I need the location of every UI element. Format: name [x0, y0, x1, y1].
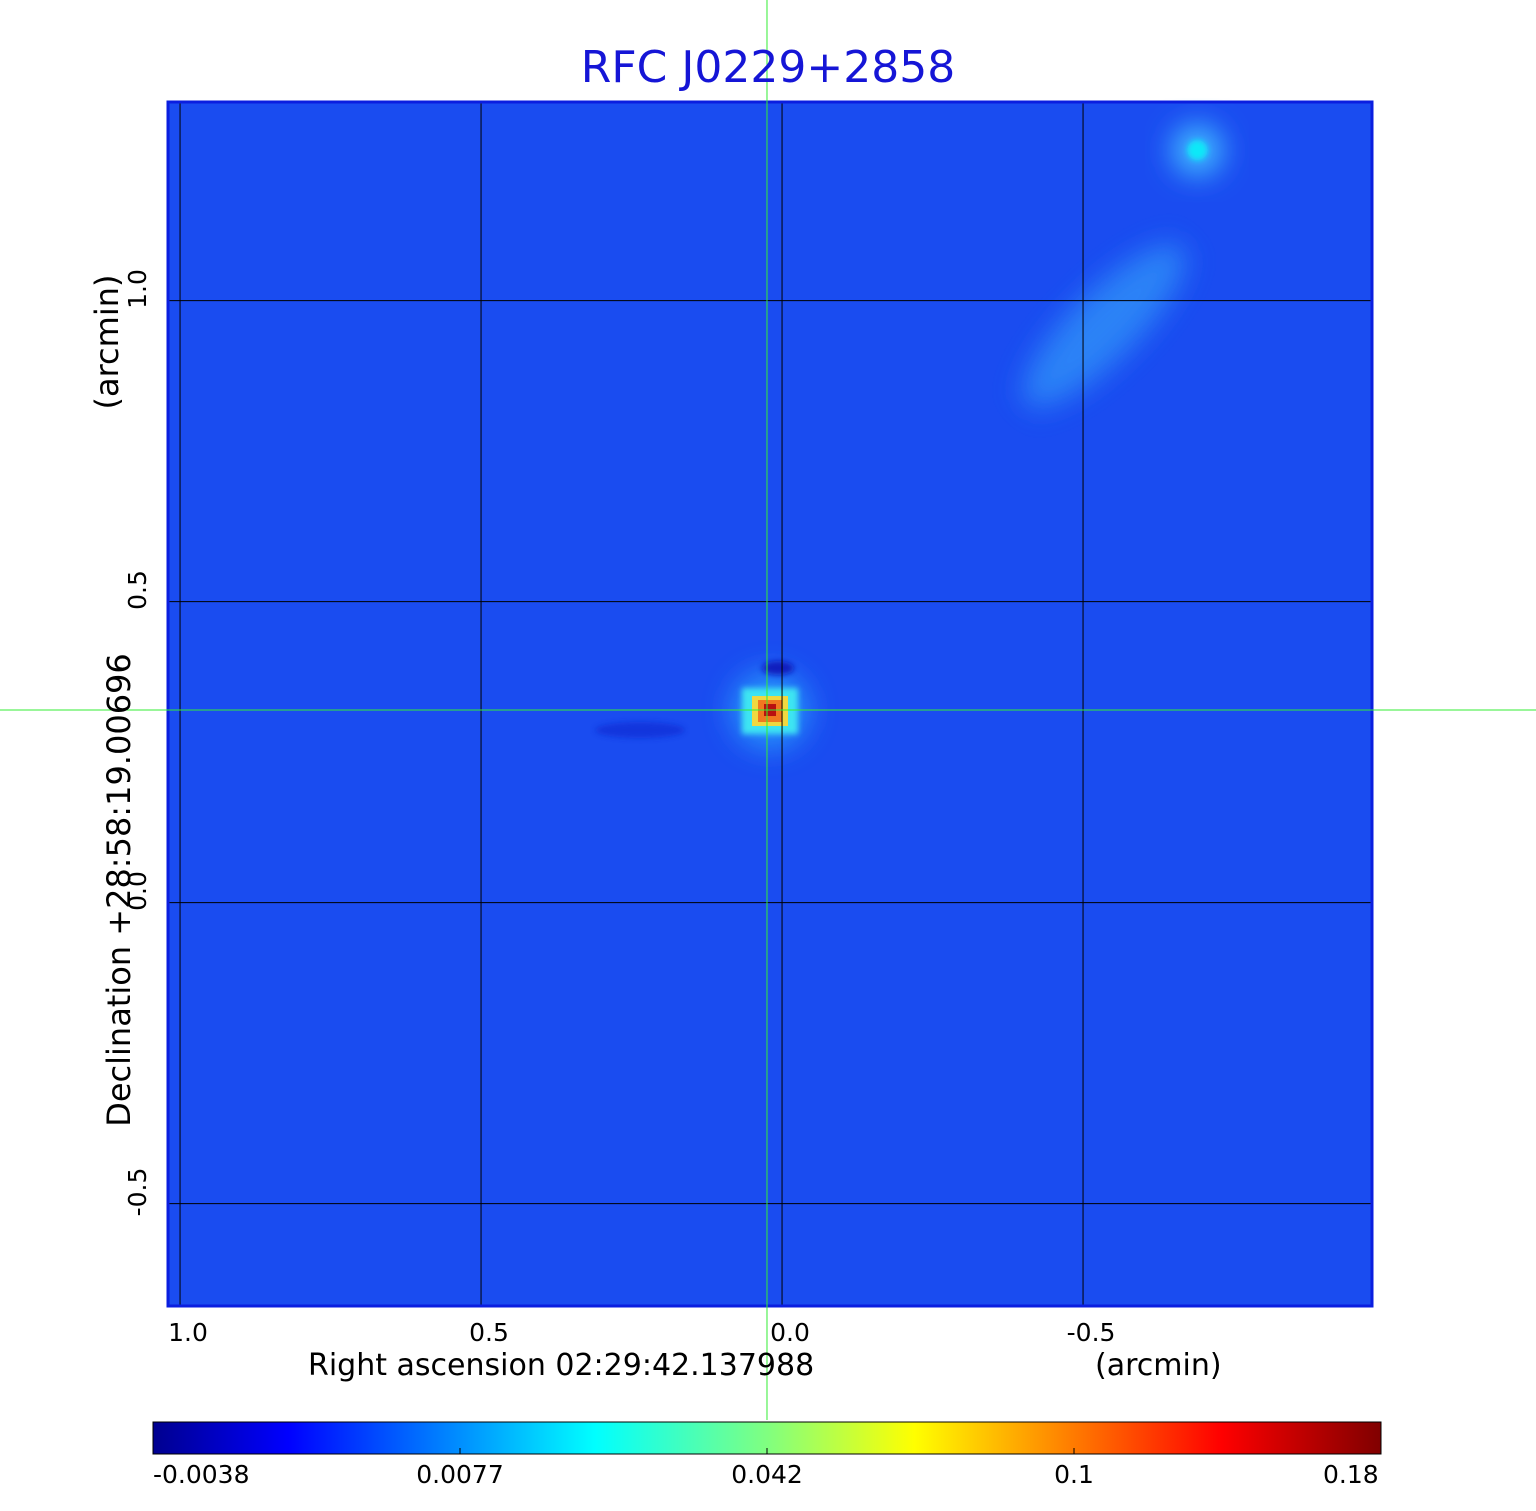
hotspot-peak: [1187, 140, 1208, 161]
colorbar-tick-label: 0.18: [1323, 1460, 1379, 1489]
y-axis-label: Declination +28:58:19.00696: [100, 653, 138, 1127]
negative-sidelobe: [762, 661, 794, 676]
sidelobe-streak: [595, 722, 685, 739]
x-tick-label: 0.0: [770, 1318, 810, 1347]
x-axis-label: Right ascension 02:29:42.137988: [308, 1348, 815, 1383]
colorbar-tick-label: 0.1: [1054, 1460, 1094, 1489]
colorbar-tick-label: -0.0038: [153, 1460, 250, 1489]
x-tick-label: 1.0: [168, 1318, 208, 1347]
y-tick-label: 0.5: [123, 569, 152, 610]
x-tick-label: -0.5: [1066, 1318, 1116, 1347]
x-axis-unit: (arcmin): [1095, 1348, 1222, 1383]
y-tick-label: -0.5: [123, 1167, 152, 1217]
plot-frame: [166, 100, 1374, 1308]
chart-title: RFC J0229+2858: [580, 42, 956, 93]
x-tick-label: 0.5: [469, 1318, 509, 1347]
colorbar-tick-label: 0.042: [731, 1460, 803, 1489]
y-tick-label: 1.0: [123, 268, 152, 309]
colorbar-tick-label: 0.0077: [416, 1460, 504, 1489]
y-axis-unit: (arcmin): [88, 274, 126, 410]
jet-emission: [1022, 244, 1186, 408]
